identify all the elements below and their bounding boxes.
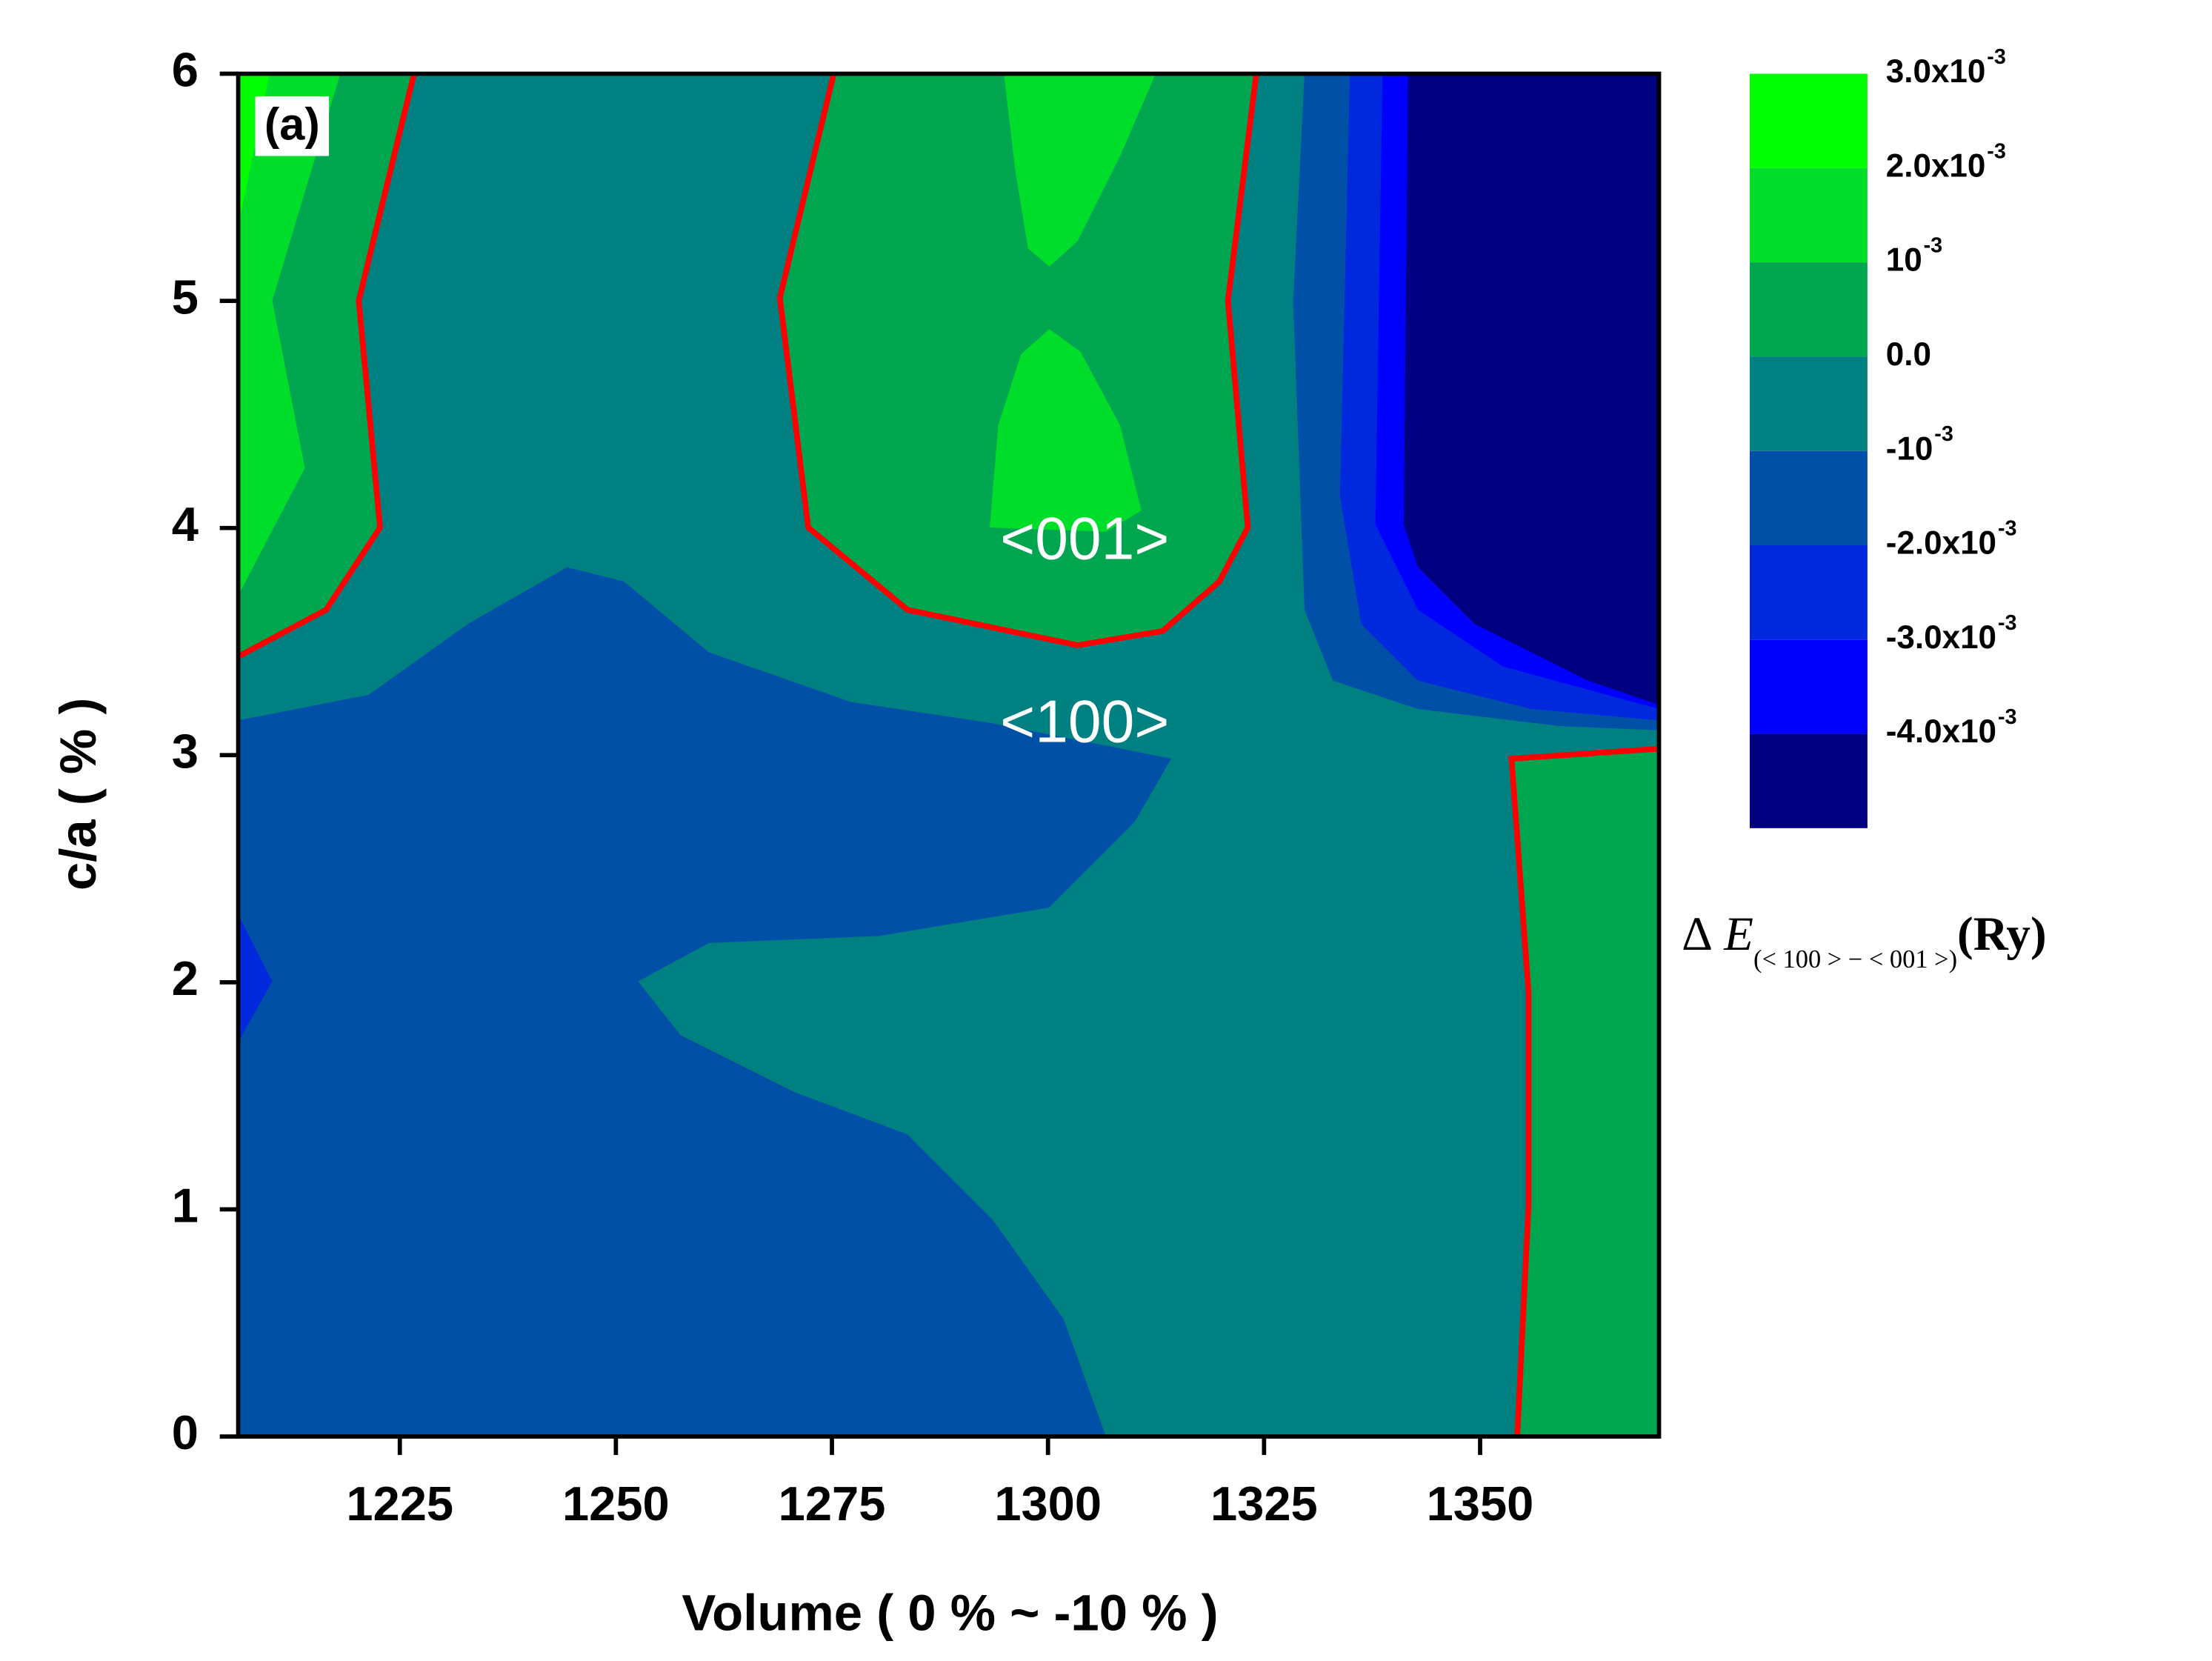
x-tick-label: 1300: [994, 1477, 1102, 1531]
x-tick-label: 1325: [1210, 1477, 1318, 1531]
colorbar-band: [1750, 545, 1868, 640]
colorbar-tick-label: 10: [1886, 242, 1922, 279]
contour-line: [776, 73, 1259, 648]
colorbar-tick-exponent: -3: [1998, 705, 2017, 729]
y-tick-label: 6: [172, 43, 199, 97]
colorbar-tick-label: 2.0x10: [1886, 147, 1986, 184]
annotation: (a): [264, 99, 320, 149]
colorbar-title-symbol: Δ: [1682, 908, 1713, 961]
contour-region: [990, 329, 1142, 532]
colorbar-tick-label: -2.0x10: [1886, 525, 1996, 562]
contour-region: [1511, 748, 1659, 1437]
colorbar-title-unit: (Ry): [1957, 908, 2047, 961]
contour-region: [1403, 73, 1659, 705]
colorbar-tick-label: -4.0x10: [1886, 713, 1996, 750]
annotation: <100>: [1000, 688, 1169, 755]
colorbar-tick-label: -3.0x10: [1886, 619, 1996, 656]
annotation-box: [255, 96, 330, 156]
x-tick-label: 1225: [346, 1477, 453, 1531]
y-tick-label: 5: [172, 270, 199, 324]
y-tick-label: 2: [172, 951, 199, 1005]
y-tick-label: 4: [172, 497, 199, 551]
colorbar-band: [1750, 733, 1868, 828]
y-tick-label: 3: [172, 724, 199, 778]
contour-region: [238, 73, 341, 596]
contour-region: [238, 567, 1172, 1437]
x-axis-label: Volume ( 0 % ~ -10 % ): [682, 1584, 1218, 1641]
colorbar-title-subscript: (< 100 > − < 001 >): [1753, 945, 1957, 973]
colorbar-title: Δ E(< 100 > − < 001 >)(Ry): [1682, 908, 2046, 973]
x-tick-label: 1350: [1427, 1477, 1534, 1531]
y-tick-label: 1: [172, 1179, 199, 1233]
contour-line: [1508, 745, 1659, 1437]
colorbar-tick-exponent: -3: [1924, 234, 1943, 258]
colorbar-tick-exponent: -3: [1987, 139, 2006, 163]
colorbar-tick-exponent: -3: [1934, 422, 1953, 446]
x-tick-label: 1250: [562, 1477, 670, 1531]
colorbar-band: [1750, 262, 1868, 357]
colorbar-band: [1750, 450, 1868, 545]
x-tick-label: 1275: [779, 1477, 886, 1531]
colorbar-tick-label: 3.0x10: [1886, 53, 1986, 90]
colorbar-tick-exponent: -3: [1987, 45, 2006, 69]
colorbar-band: [1750, 639, 1868, 734]
colorbar-tick-exponent: -3: [1998, 611, 2017, 635]
colorbar-band: [1750, 73, 1868, 168]
contour-region: [238, 914, 273, 1042]
colorbar-tick-label: -10: [1886, 430, 1933, 467]
y-axis-label: c/a ( % ): [50, 698, 107, 891]
colorbar-tick-label: 0.0: [1886, 336, 1931, 373]
colorbar-tick-exponent: -3: [1998, 517, 2017, 541]
contour-line: [238, 73, 417, 659]
contour-region: [1004, 73, 1156, 267]
colorbar-band: [1750, 356, 1868, 451]
colorbar-title-variable: E: [1723, 908, 1753, 961]
y-tick-label: 0: [172, 1405, 199, 1459]
colorbar-band: [1750, 167, 1868, 263]
annotation: <001>: [1000, 505, 1169, 572]
